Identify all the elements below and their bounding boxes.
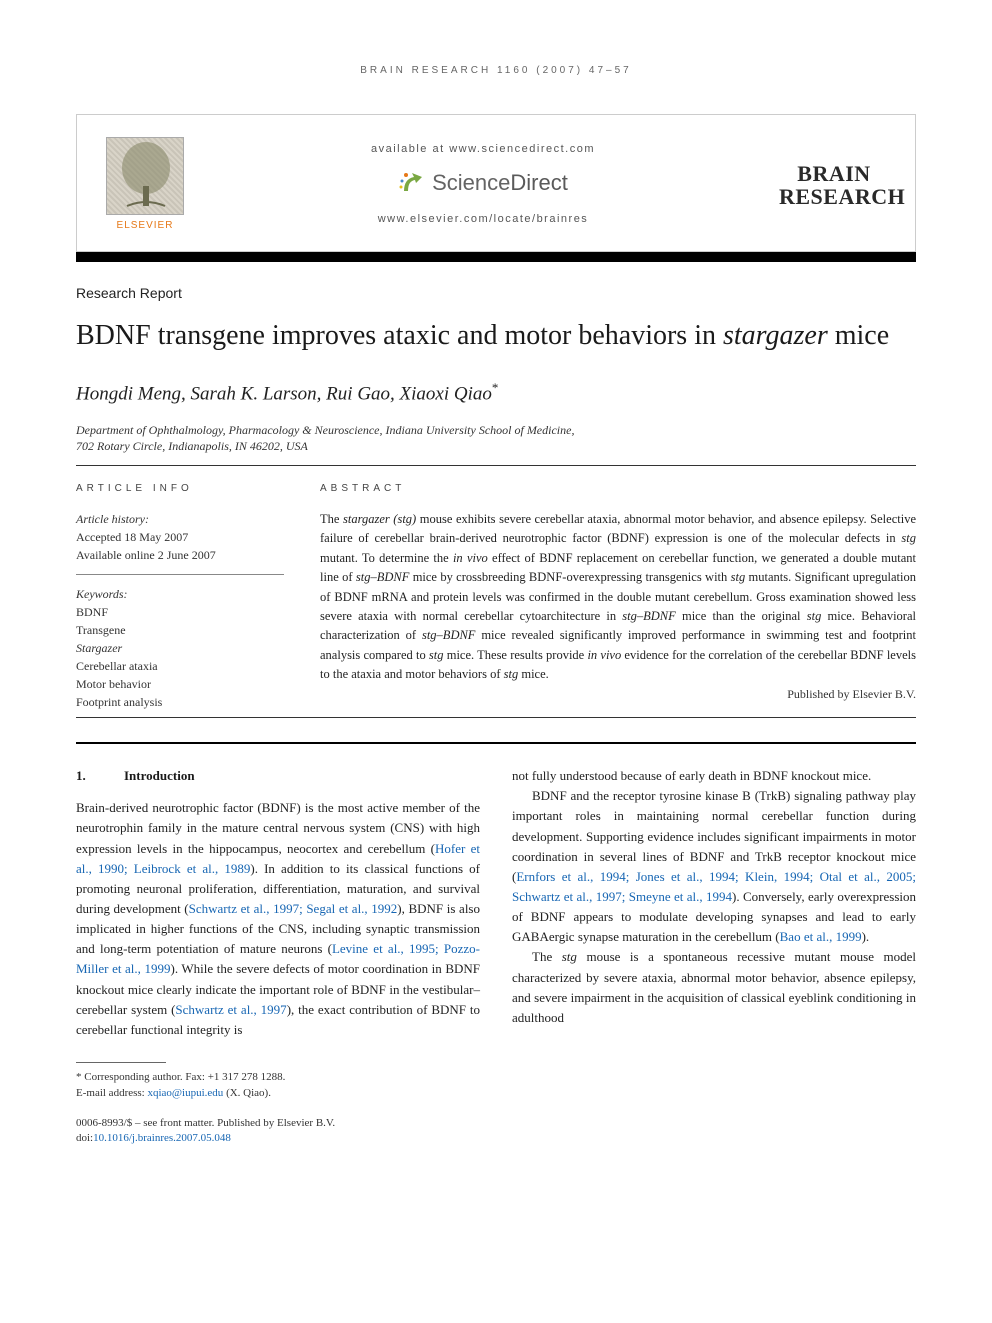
sd-suffix: Direct — [510, 170, 567, 195]
journal-name-line2: RESEARCH — [779, 185, 889, 208]
keyword: Cerebellar ataxia — [76, 657, 284, 675]
title-post: mice — [828, 320, 889, 351]
affiliation: Department of Ophthalmology, Pharmacolog… — [76, 422, 916, 456]
footnote-separator — [76, 1062, 166, 1063]
keyword: Footprint analysis — [76, 693, 284, 711]
body-paragraph: Brain-derived neurotrophic factor (BDNF)… — [76, 798, 480, 1040]
corresponding-mark: * — [492, 380, 499, 395]
copyright-block: 0006-8993/$ – see front matter. Publishe… — [76, 1116, 916, 1147]
journal-url: www.elsevier.com/locate/brainres — [187, 212, 779, 227]
keyword: Transgene — [76, 621, 284, 639]
accepted-date: Accepted 18 May 2007 — [76, 528, 284, 546]
thick-divider — [76, 742, 916, 744]
journal-header-box: ELSEVIER available at www.sciencedirect.… — [76, 114, 916, 252]
copyright-line: 0006-8993/$ – see front matter. Publishe… — [76, 1116, 916, 1131]
body-paragraph: not fully understood because of early de… — [512, 766, 916, 786]
email-label: E-mail address: — [76, 1087, 147, 1099]
article-info-block: Article history: Accepted 18 May 2007 Av… — [76, 510, 284, 711]
corresponding-label: * Corresponding author. — [76, 1071, 183, 1083]
affiliation-line2: 702 Rotary Circle, Indianapolis, IN 4620… — [76, 438, 916, 455]
publisher-note: Published by Elsevier B.V. — [320, 686, 916, 703]
divider — [76, 717, 916, 718]
section-number: 1. — [76, 766, 124, 786]
history-label: Article history: — [76, 510, 284, 528]
divider — [76, 465, 916, 466]
body-two-column: 1.Introduction Brain-derived neurotrophi… — [76, 766, 916, 1040]
doi-link[interactable]: 10.1016/j.brainres.2007.05.048 — [93, 1132, 231, 1144]
elsevier-tree-icon — [106, 137, 184, 215]
section-heading: 1.Introduction — [76, 766, 480, 786]
email-post: (X. Qiao). — [223, 1087, 271, 1099]
abstract-heading: ABSTRACT — [320, 482, 916, 496]
section-title: Introduction — [124, 768, 195, 783]
article-info-heading: ARTICLE INFO — [76, 482, 284, 496]
journal-cover-logo: BRAIN RESEARCH — [779, 162, 889, 208]
elsevier-label: ELSEVIER — [117, 219, 174, 233]
title-italic: stargazer — [723, 320, 828, 351]
keyword: BDNF — [76, 603, 284, 621]
online-date: Available online 2 June 2007 — [76, 546, 284, 564]
sd-prefix: Science — [432, 170, 510, 195]
fax-number: Fax: +1 317 278 1288. — [183, 1071, 286, 1083]
authors-list: Hongdi Meng, Sarah K. Larson, Rui Gao, X… — [76, 383, 492, 404]
body-paragraph: BDNF and the receptor tyrosine kinase B … — [512, 786, 916, 947]
footnote: * Corresponding author. Fax: +1 317 278 … — [76, 1069, 916, 1102]
keyword: Motor behavior — [76, 675, 284, 693]
doi-label: doi: — [76, 1132, 93, 1144]
title-pre: BDNF transgene improves ataxic and motor… — [76, 320, 723, 351]
header-black-bar — [76, 252, 916, 262]
journal-name-line1: BRAIN — [779, 162, 889, 185]
body-paragraph: The stg mouse is a spontaneous recessive… — [512, 947, 916, 1028]
authors: Hongdi Meng, Sarah K. Larson, Rui Gao, X… — [76, 379, 916, 408]
availability-text: available at www.sciencedirect.com — [187, 142, 779, 157]
running-header: BRAIN RESEARCH 1160 (2007) 47–57 — [76, 64, 916, 78]
affiliation-line1: Department of Ophthalmology, Pharmacolog… — [76, 422, 916, 439]
article-title: BDNF transgene improves ataxic and motor… — [76, 318, 916, 353]
email-link[interactable]: xqiao@iupui.edu — [147, 1087, 223, 1099]
sciencedirect-logo: ScienceDirect — [398, 168, 568, 199]
keywords-label: Keywords: — [76, 585, 284, 603]
sciencedirect-icon — [398, 169, 426, 197]
elsevier-logo: ELSEVIER — [103, 137, 187, 233]
abstract-text: The stargazer (stg) mouse exhibits sever… — [320, 510, 916, 684]
section-label: Research Report — [76, 284, 916, 304]
keyword: Stargazer — [76, 639, 284, 657]
